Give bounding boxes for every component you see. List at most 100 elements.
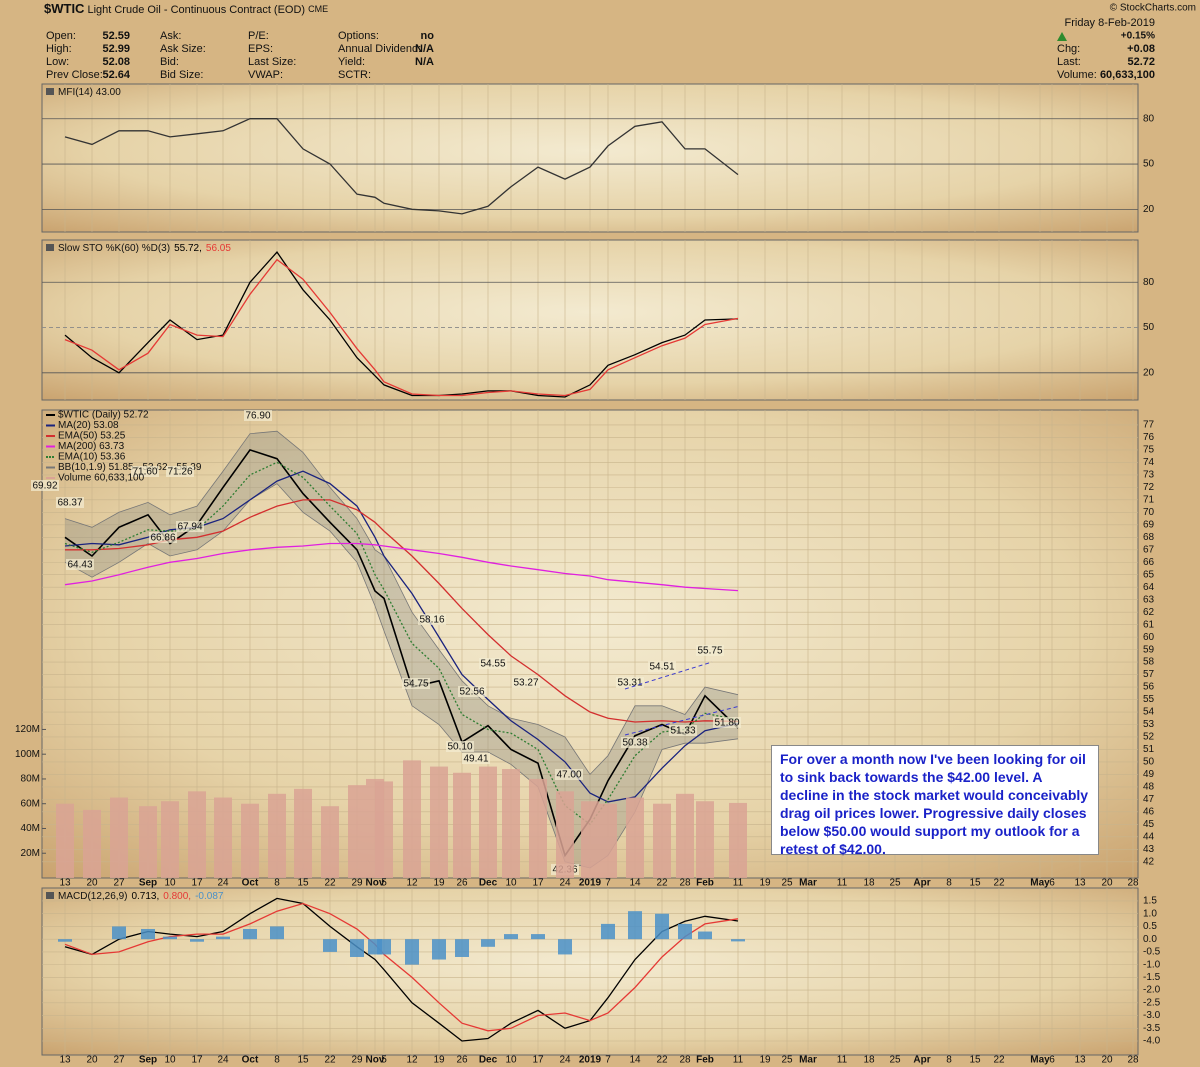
- legend-entry: EMA(10) 53.36: [58, 452, 126, 463]
- x-tick-label: 17: [191, 1055, 203, 1066]
- x-tick-label: 24: [559, 1055, 571, 1066]
- x-tick-label: Mar: [799, 878, 817, 889]
- bar: [294, 788, 312, 878]
- x-tick-label: 11: [837, 1055, 848, 1066]
- bar: [110, 797, 128, 878]
- field-value: 52.08: [102, 56, 130, 68]
- bar: [405, 939, 419, 965]
- y-tick-label: 0.0: [1143, 934, 1157, 945]
- annotation: 58.16: [419, 615, 444, 626]
- bar: [375, 781, 393, 878]
- annotation: 50.10: [447, 742, 472, 753]
- y-tick-label: 80M: [21, 774, 40, 785]
- series-line: [64, 118, 739, 215]
- annotation: 67.94: [177, 522, 202, 533]
- y-tick-label: 51: [1143, 744, 1155, 755]
- y-tick-label: -3.0: [1143, 1010, 1161, 1021]
- y-tick-label: 60: [1143, 632, 1155, 643]
- y-tick-label: 49: [1143, 769, 1155, 780]
- quote-value: +0.08: [1127, 43, 1155, 55]
- bar: [653, 803, 671, 878]
- x-tick-label: 10: [505, 878, 517, 889]
- x-tick-label: 17: [532, 878, 544, 889]
- annotation: 71.26: [167, 467, 192, 478]
- bb-upper: [64, 430, 739, 776]
- bar: [243, 928, 257, 940]
- bar: [502, 769, 520, 878]
- bar: [430, 766, 448, 878]
- annotation: 76.90: [245, 411, 270, 422]
- y-tick-label: -4.0: [1143, 1036, 1161, 1047]
- bar: [432, 939, 446, 960]
- x-tick-label: 22: [656, 878, 668, 889]
- y-tick-label: -2.0: [1143, 985, 1161, 996]
- legend-entry: 0.713,: [131, 891, 159, 902]
- annotation-bg: [458, 686, 486, 697]
- x-tick-label: 10: [505, 1055, 517, 1066]
- x-tick-label: 11: [837, 878, 848, 889]
- field-value: 52.99: [102, 43, 130, 55]
- bar: [112, 926, 126, 940]
- legend-entry: -0.087: [195, 891, 224, 902]
- bar: [83, 809, 101, 878]
- x-tick-label: 18: [863, 878, 875, 889]
- y-tick-label: 40M: [21, 823, 40, 834]
- x-tick-label: 6: [1049, 1055, 1055, 1066]
- bar: [214, 797, 232, 878]
- y-tick-label: 77: [1143, 420, 1155, 431]
- x-tick-label: 17: [191, 878, 203, 889]
- y-tick-label: 55: [1143, 694, 1155, 705]
- field-label: Yield:: [338, 56, 365, 68]
- y-tick-label: 44: [1143, 831, 1155, 842]
- x-tick-label: Mar: [799, 1055, 817, 1066]
- x-tick-label: 24: [559, 878, 571, 889]
- bar: [655, 913, 669, 940]
- x-tick-label: 25: [781, 878, 793, 889]
- x-tick-label: 13: [59, 878, 71, 889]
- x-tick-label: 15: [969, 878, 981, 889]
- annotation: 54.55: [480, 659, 505, 670]
- annotation-bg: [621, 737, 649, 748]
- field-value: N/A: [415, 43, 434, 55]
- y-tick-label: -3.5: [1143, 1023, 1161, 1034]
- field-label: P/E:: [248, 30, 269, 42]
- x-tick-label: 12: [406, 1055, 418, 1066]
- copyright: © StockCharts.com: [1110, 3, 1196, 14]
- legend-entry: Volume 60,633,100: [58, 473, 145, 484]
- x-tick-label: 20: [1101, 878, 1113, 889]
- x-tick-label: Oct: [242, 878, 259, 889]
- series-line: [64, 542, 739, 592]
- x-tick-label: 8: [274, 1055, 280, 1066]
- field-value: no: [421, 30, 435, 42]
- annotation-bg: [696, 645, 724, 656]
- y-tick-label: 1.5: [1143, 896, 1157, 907]
- bar: [161, 801, 179, 878]
- field-label: VWAP:: [248, 69, 283, 81]
- annotation: 53.31: [617, 678, 642, 689]
- x-tick-label: 25: [889, 878, 901, 889]
- x-tick-label: 28: [1127, 878, 1139, 889]
- trend-line: [624, 705, 741, 736]
- bar: [348, 785, 366, 878]
- y-tick-label: 100M: [15, 749, 40, 760]
- bar: [455, 939, 469, 957]
- legend-entry: 0.800,: [163, 891, 191, 902]
- annotation-bg: [418, 614, 446, 625]
- x-tick-label: Nov: [366, 1055, 385, 1066]
- annotation: 47.00: [556, 770, 581, 781]
- quote-label: Last:: [1057, 56, 1081, 68]
- annotation-bg: [479, 658, 507, 669]
- legend: Slow STO %K(60) %D(3) 55.72, 56.05: [58, 243, 231, 254]
- legend: MACD(12,26,9) 0.713, 0.800, -0.087: [58, 891, 224, 902]
- field-label: Last Size:: [248, 56, 296, 68]
- y-tick-label: 47: [1143, 794, 1155, 805]
- y-tick-label: 52: [1143, 732, 1155, 743]
- series-line: [64, 258, 739, 397]
- x-tick-label: Apr: [913, 1055, 930, 1066]
- field-label: Bid:: [160, 56, 179, 68]
- legend-entry: $WTIC (Daily) 52.72: [58, 410, 149, 421]
- x-tick-label: 8: [946, 1055, 952, 1066]
- x-tick-label: 2019: [579, 878, 602, 889]
- bar: [729, 802, 747, 878]
